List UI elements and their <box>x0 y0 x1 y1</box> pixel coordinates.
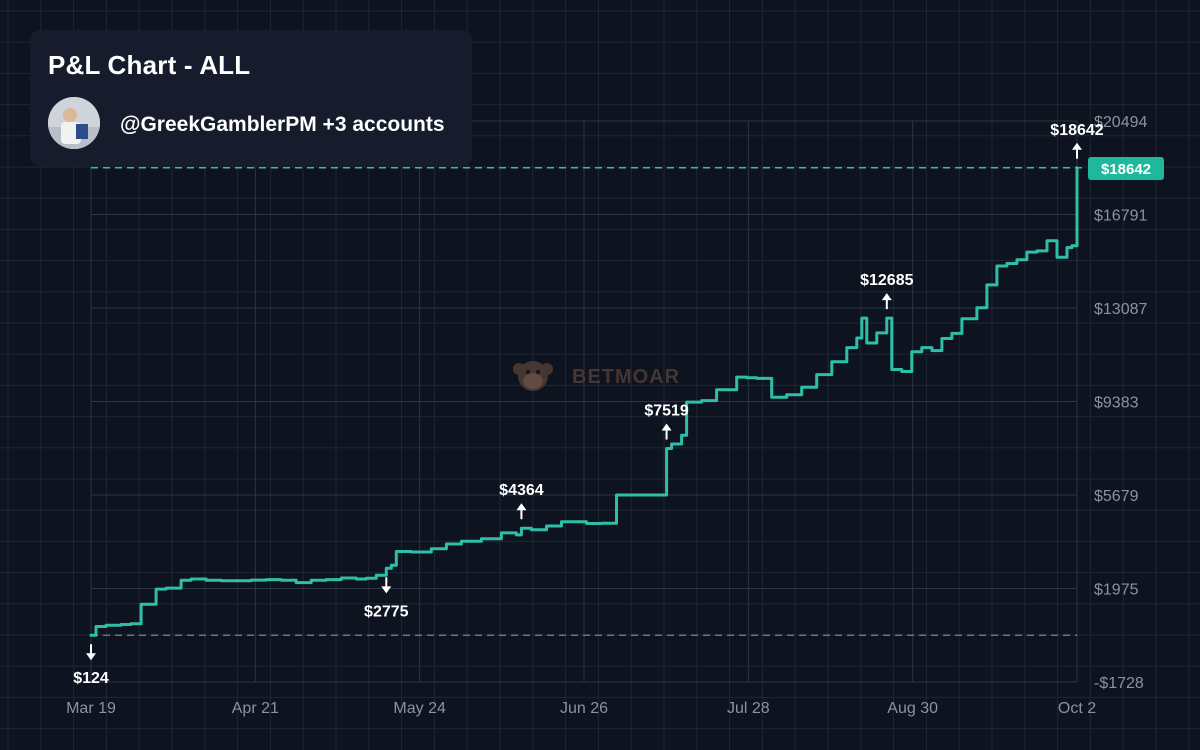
account-label: @GreekGamblerPM +3 accounts <box>120 113 445 136</box>
x-tick-label: Aug 30 <box>887 700 938 717</box>
current-value-text: $18642 <box>1101 161 1151 178</box>
avatar-image <box>48 97 100 149</box>
header-card: P&L Chart - ALL @GreekGamblerPM +3 accou… <box>30 30 472 166</box>
annotation: $2775 <box>364 577 409 620</box>
x-tick-label: Jul 28 <box>727 700 770 717</box>
annotation-label: $4364 <box>499 482 544 499</box>
page-title: P&L Chart - ALL <box>48 50 251 80</box>
annotations: $124 $2775 $4364 $7519 $12685 $18642 <box>73 122 1104 687</box>
y-tick-label: $20494 <box>1094 114 1147 131</box>
avatar[interactable] <box>48 97 100 149</box>
y-axis-ticks: $20494 $16791 $13087 $9383 $5679 $1975 -$1728 <box>1094 114 1147 692</box>
annotation: $18642 <box>1050 122 1104 159</box>
y-tick-label: $1975 <box>1094 582 1139 599</box>
y-tick-label: $16791 <box>1094 208 1147 225</box>
current-value-badge: $18642 <box>1088 157 1164 180</box>
y-tick-label: $9383 <box>1094 395 1139 412</box>
arrow-up-icon <box>1072 142 1082 150</box>
annotation: $124 <box>73 644 109 687</box>
watermark-text: BETMOAR <box>572 366 680 388</box>
annotation: $7519 <box>644 403 689 440</box>
arrow-down-icon <box>86 653 96 661</box>
x-tick-label: Apr 21 <box>232 700 279 717</box>
x-axis-ticks: Mar 19 Apr 21 May 24 Jun 26 Jul 28 Aug 30 Oct … <box>66 700 1096 717</box>
annotation-label: $12685 <box>860 272 913 289</box>
betmoar-watermark: BETMOAR <box>513 361 680 391</box>
annotation-label: $18642 <box>1050 122 1103 139</box>
x-tick-label: Jun 26 <box>560 700 608 717</box>
x-tick-label: Oct 2 <box>1058 700 1096 717</box>
y-tick-label: $13087 <box>1094 301 1147 318</box>
y-tick-label: -$1728 <box>1094 675 1144 692</box>
annotation: $4364 <box>499 482 544 520</box>
monkey-face-icon <box>513 361 553 391</box>
x-tick-label: Mar 19 <box>66 700 116 717</box>
annotation-label: $124 <box>73 670 109 687</box>
reference-lines <box>91 167 1086 636</box>
arrow-up-icon <box>661 423 672 431</box>
annotation: $12685 <box>860 272 914 310</box>
annotation-label: $7519 <box>644 403 689 420</box>
arrow-up-icon <box>881 293 892 301</box>
arrow-down-icon <box>381 586 392 594</box>
arrow-up-icon <box>516 503 527 511</box>
x-tick-label: May 24 <box>393 700 446 717</box>
annotation-label: $2775 <box>364 603 409 620</box>
pnl-series <box>89 166 1079 637</box>
y-tick-label: $5679 <box>1094 488 1139 505</box>
pnl-series-line <box>89 166 1079 637</box>
